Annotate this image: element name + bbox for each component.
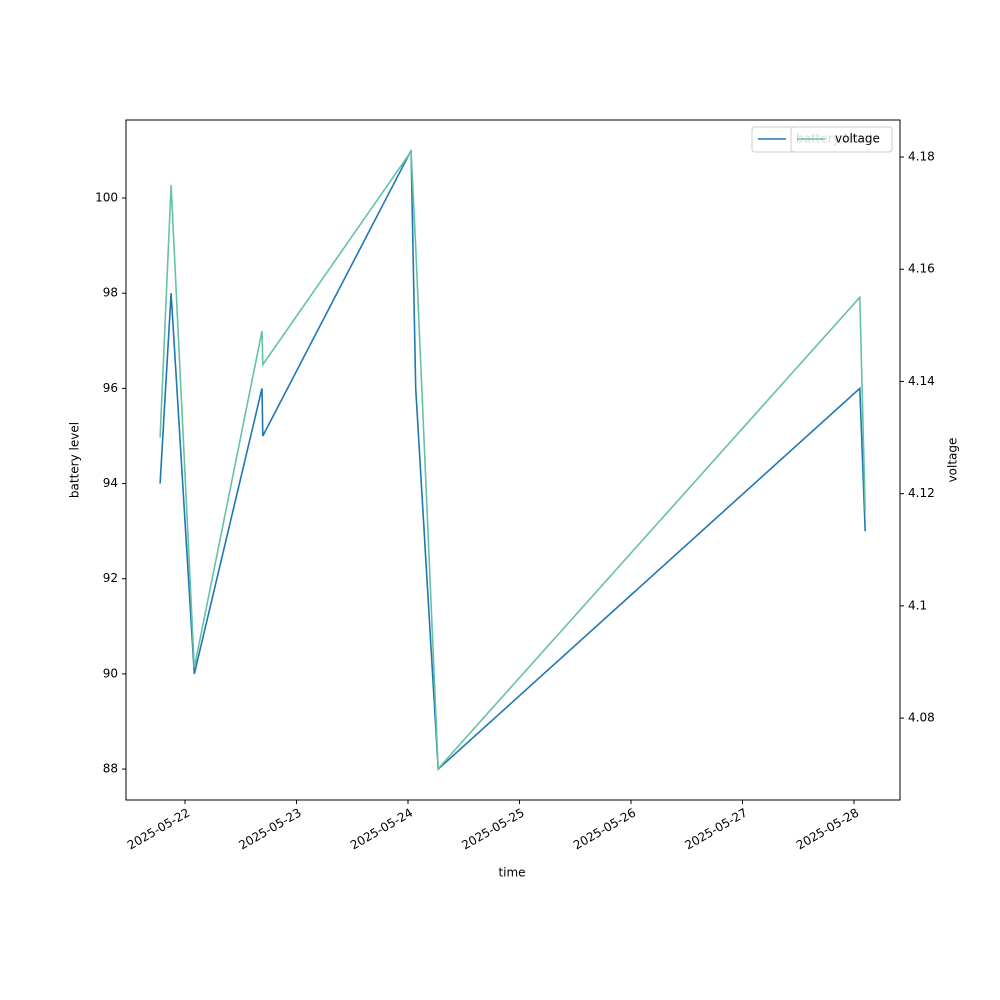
- x-tick-label: 2025-05-28: [794, 806, 861, 853]
- y-tick-label: 88: [103, 762, 118, 776]
- y-axis-label: battery level: [68, 422, 82, 498]
- y2-tick-label: 4.18: [908, 150, 935, 164]
- y-tick-label: 100: [95, 191, 118, 205]
- x-tick-label: 2025-05-24: [348, 806, 415, 853]
- x-tick-label: 2025-05-27: [682, 806, 749, 853]
- plot-frame: [125, 119, 901, 801]
- x-axis-label: time: [498, 866, 525, 880]
- y-tick-label: 92: [103, 571, 118, 585]
- x-tick-label: 2025-05-22: [125, 806, 192, 853]
- x-tick-label: 2025-05-23: [236, 806, 303, 853]
- legend-label: voltage: [835, 132, 880, 146]
- y2-tick-label: 4.14: [908, 374, 935, 388]
- x-tick-label: 2025-05-25: [459, 806, 526, 853]
- y2-tick-label: 4.08: [908, 711, 935, 725]
- y2-tick-label: 4.16: [908, 262, 935, 276]
- x-tick-label: 2025-05-26: [571, 806, 638, 853]
- y-tick-label: 90: [103, 666, 118, 680]
- legend-box: [790, 126, 893, 153]
- y2-tick-label: 4.1: [908, 598, 927, 612]
- y2-tick-label: 4.12: [908, 486, 935, 500]
- y-tick-label: 94: [103, 476, 118, 490]
- y-tick-label: 96: [103, 381, 118, 395]
- series-line: [159, 149, 866, 771]
- y2-axis-label: voltage: [946, 438, 960, 483]
- y-tick-label: 98: [103, 286, 118, 300]
- series-line: [159, 150, 866, 771]
